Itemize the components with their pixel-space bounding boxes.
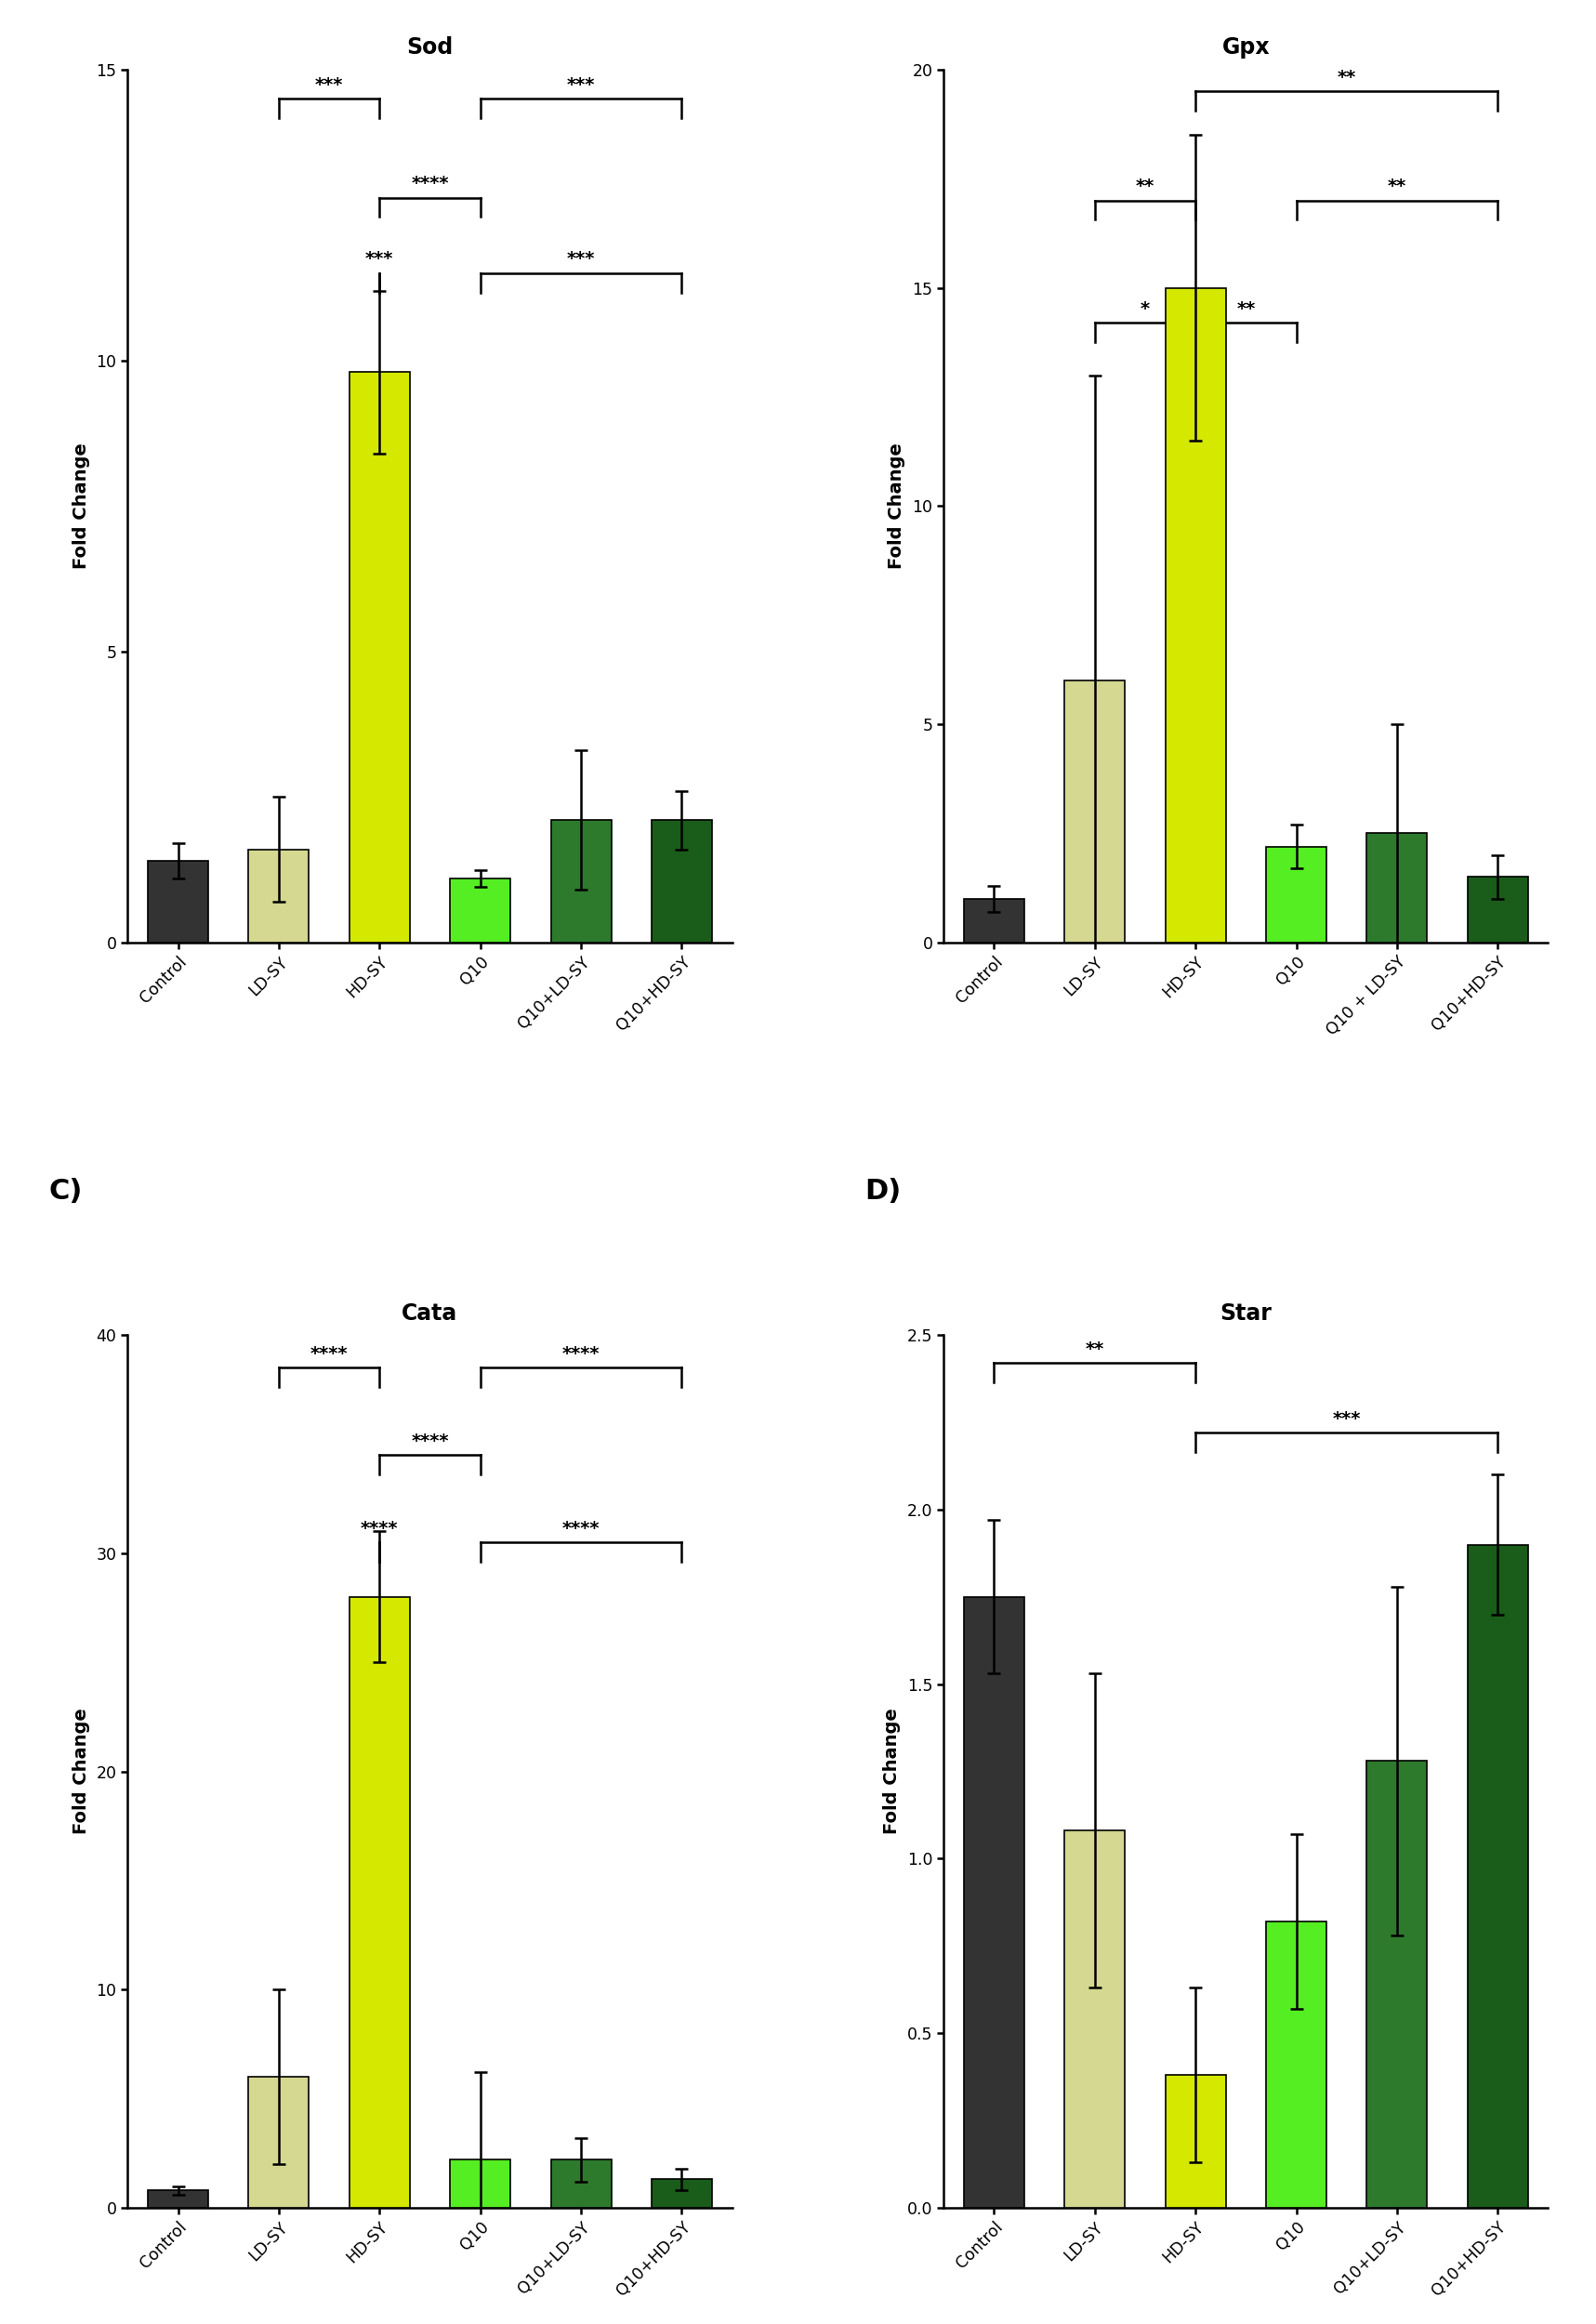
Y-axis label: Fold Change: Fold Change (883, 1708, 900, 1834)
Title: Star: Star (1219, 1301, 1272, 1325)
Text: ****: **** (562, 1346, 600, 1362)
Bar (1468, 1545, 1527, 2208)
Bar (1366, 834, 1427, 944)
Bar (1165, 2075, 1226, 2208)
Bar (249, 2078, 310, 2208)
Bar (1366, 1762, 1427, 2208)
Title: Cata: Cata (402, 1301, 458, 1325)
Text: **: ** (1237, 300, 1256, 318)
Text: ***: *** (1333, 1411, 1361, 1427)
Bar (148, 2189, 207, 2208)
Bar (551, 2159, 611, 2208)
Bar (551, 820, 611, 944)
Bar (1266, 846, 1326, 944)
Text: **: ** (1136, 177, 1154, 195)
Text: **: ** (1387, 177, 1406, 195)
Text: ***: *** (365, 251, 394, 267)
Text: ****: **** (361, 1520, 399, 1536)
Y-axis label: Fold Change: Fold Change (887, 444, 907, 569)
Text: **: ** (1085, 1341, 1104, 1357)
Text: ****: **** (562, 1520, 600, 1536)
Bar (1468, 876, 1527, 944)
Bar (964, 899, 1025, 944)
Bar (1165, 288, 1226, 944)
Bar (350, 372, 410, 944)
Text: ****: **** (412, 1432, 448, 1450)
Bar (964, 1597, 1025, 2208)
Bar (1065, 681, 1125, 944)
Bar (249, 848, 310, 944)
Text: **: ** (1337, 70, 1357, 86)
Bar (450, 878, 511, 944)
Bar (1065, 1831, 1125, 2208)
Text: ***: *** (567, 77, 595, 93)
Bar (148, 860, 207, 944)
Text: ***: *** (314, 77, 343, 93)
Y-axis label: Fold Change: Fold Change (72, 444, 89, 569)
Text: ****: **** (310, 1346, 348, 1362)
Bar (1266, 1922, 1326, 2208)
Text: D): D) (865, 1178, 902, 1204)
Title: Sod: Sod (407, 37, 453, 58)
Bar (450, 2159, 511, 2208)
Title: Gpx: Gpx (1223, 37, 1270, 58)
Text: C): C) (49, 1178, 83, 1204)
Text: ****: **** (412, 174, 448, 193)
Text: *: * (1141, 300, 1149, 318)
Bar (651, 2180, 712, 2208)
Bar (651, 820, 712, 944)
Text: ***: *** (567, 251, 595, 267)
Y-axis label: Fold Change: Fold Change (72, 1708, 89, 1834)
Bar (350, 1597, 410, 2208)
